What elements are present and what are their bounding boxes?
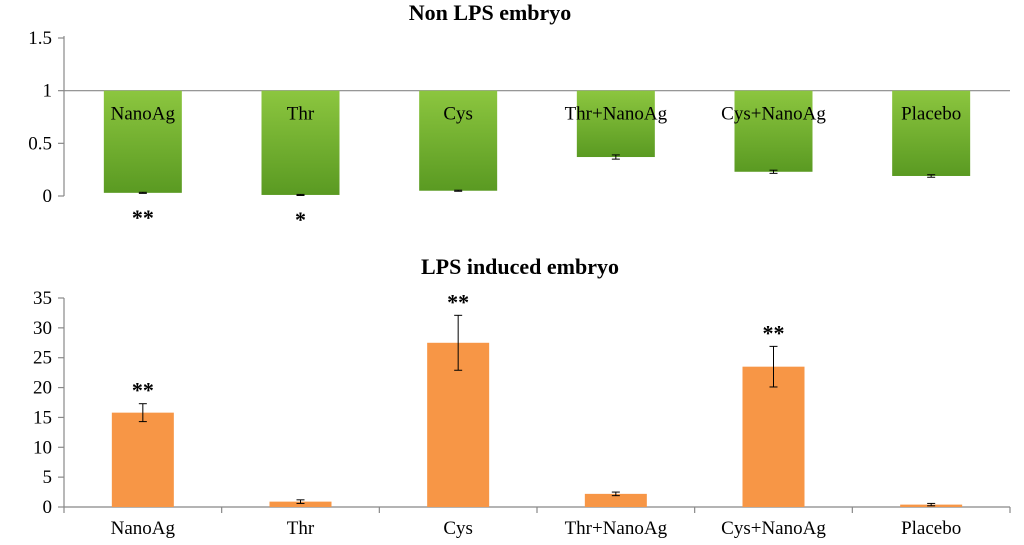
category-label: Placebo [901,104,961,125]
y-tick-label: 30 [33,318,52,339]
category-label: Thr+NanoAg [565,518,668,539]
category-label: Cys [443,518,473,539]
category-label: NanoAg [111,518,176,539]
y-tick-label: 25 [33,348,52,369]
bar [584,493,647,507]
bar [261,90,340,195]
bar [103,90,182,193]
category-label: Placebo [901,518,961,539]
bar [111,412,174,507]
significance-label: ** [447,289,469,314]
y-tick-label: 1 [43,81,53,102]
chart-non-lps: Non LPS embryo 1.5 1 0.5 0 NanoAg ** Thr * Cys T… [28,0,1010,232]
significance-label: * [295,207,306,232]
y-tick-label: 20 [33,378,52,399]
category-label: Cys [443,104,473,125]
y-tick-label: 10 [33,437,52,458]
category-label: Thr+NanoAg [565,104,668,125]
chart-title: LPS induced embryo [421,254,619,279]
bar [269,501,332,507]
y-tick-label: 15 [33,407,52,428]
chart-title: Non LPS embryo [409,0,572,25]
bar [419,90,498,191]
bar [576,90,655,158]
y-tick-label: 35 [33,288,52,309]
category-label: Thr [287,104,315,125]
bar [892,90,971,176]
chart-lps-induced: LPS induced embryo 35 30 25 20 15 10 5 0 NanoAg… [33,254,1011,539]
category-label: NanoAg [111,104,176,125]
y-tick-label: 0.5 [28,133,52,154]
y-tick-label: 1.5 [28,28,52,49]
category-label: Thr [287,518,315,539]
y-tick-label: 0 [43,497,53,518]
significance-label: ** [763,320,785,345]
bar [742,366,805,507]
significance-label: ** [132,205,154,230]
category-label: Cys+NanoAg [721,104,826,125]
category-label: Cys+NanoAg [721,518,826,539]
bar [734,90,813,172]
y-tick-label: 0 [43,186,53,207]
y-tick-label: 5 [43,467,53,488]
significance-label: ** [132,378,154,403]
